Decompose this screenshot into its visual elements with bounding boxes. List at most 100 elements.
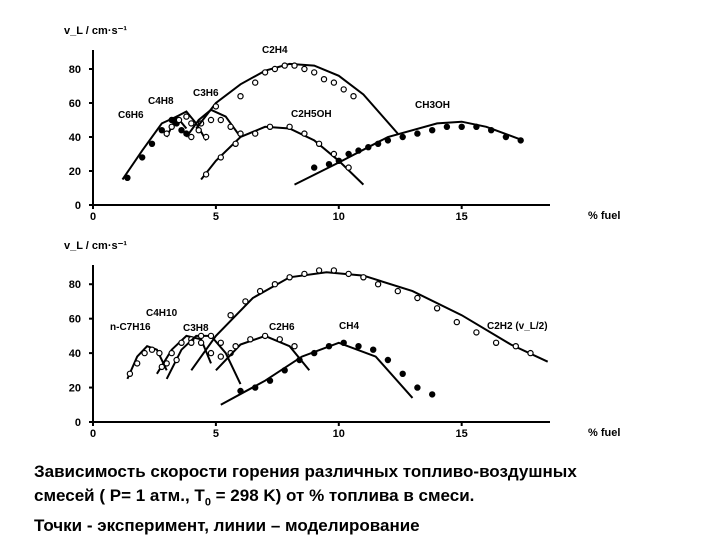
- data-point: [488, 126, 495, 134]
- data-point: [311, 349, 318, 357]
- data-point: [384, 137, 392, 144]
- series-label: C2H5OH: [291, 109, 332, 120]
- data-point: [178, 126, 185, 134]
- data-point: [330, 79, 338, 86]
- data-point: [325, 160, 333, 168]
- data-point: [124, 174, 131, 181]
- figure-caption: Зависимость скорости горения различных т…: [34, 460, 714, 538]
- caption-line-2-part-a: смесей ( P= 1 атм., T: [34, 486, 205, 505]
- series-label: CH4: [339, 321, 359, 332]
- data-point: [301, 65, 308, 73]
- data-point: [360, 274, 367, 281]
- data-point: [237, 92, 244, 100]
- series-label: C2H6: [269, 322, 295, 333]
- data-point: [384, 356, 392, 364]
- data-point: [227, 312, 234, 319]
- data-point: [320, 75, 328, 83]
- data-point: [345, 270, 352, 278]
- series-label: C4H8: [148, 96, 174, 107]
- series-label: C2H4: [262, 45, 288, 56]
- x-tick-label: 15: [456, 428, 468, 440]
- data-point: [188, 133, 195, 141]
- series-label: n-C7H16: [110, 322, 151, 333]
- caption-line-1: Зависимость скорости горения различных т…: [34, 462, 577, 481]
- data-point: [256, 287, 264, 295]
- y-axis-label: v_L / cm·s⁻¹: [64, 240, 127, 252]
- data-point: [355, 343, 362, 350]
- caption-line-3: Точки - эксперимент, линии – моделирован…: [34, 516, 420, 536]
- y-tick-label: 20: [69, 383, 81, 395]
- data-point: [133, 360, 141, 367]
- x-tick-label: 10: [333, 428, 345, 440]
- data-point: [217, 116, 224, 124]
- data-point: [345, 150, 352, 158]
- data-point: [148, 140, 156, 147]
- data-point: [217, 353, 224, 360]
- data-point: [212, 103, 220, 110]
- data-point: [126, 370, 134, 377]
- series-line-nc7h16: [126, 345, 168, 380]
- data-point: [374, 140, 382, 147]
- series-label: C4H10: [146, 308, 178, 319]
- data-point: [340, 86, 347, 93]
- data-point: [399, 133, 406, 141]
- data-point: [394, 287, 401, 295]
- data-point: [197, 332, 205, 340]
- data-point: [355, 147, 362, 154]
- data-point: [237, 387, 244, 395]
- data-point: [286, 123, 293, 131]
- y-tick-label: 40: [69, 348, 81, 360]
- data-point: [217, 339, 224, 346]
- data-point: [443, 123, 451, 131]
- x-tick-label: 10: [333, 211, 345, 223]
- data-point: [492, 339, 500, 346]
- data-point: [207, 116, 215, 124]
- data-point: [251, 79, 259, 86]
- data-point: [173, 356, 180, 364]
- x-tick-label: 5: [213, 428, 219, 440]
- data-point: [345, 164, 352, 171]
- data-point: [247, 336, 254, 343]
- data-point: [158, 126, 165, 134]
- data-point: [183, 113, 190, 120]
- data-point: [399, 370, 406, 377]
- data-point: [502, 133, 510, 141]
- data-point: [429, 391, 436, 398]
- y-tick-label: 60: [69, 314, 81, 326]
- data-point: [175, 116, 183, 124]
- data-point: [433, 305, 441, 312]
- series-line-c2h2vl2: [190, 271, 549, 371]
- data-point: [266, 123, 274, 131]
- data-point: [158, 363, 165, 371]
- x-tick-label: 0: [90, 428, 96, 440]
- series-line-c4h10: [156, 334, 212, 375]
- series-label: CH3OH: [415, 100, 450, 111]
- caption-line-2-part-b: = 298 K) от % топлива в смеси.: [210, 486, 475, 505]
- data-point: [163, 130, 170, 137]
- data-point: [473, 329, 480, 336]
- data-point: [178, 339, 185, 346]
- data-point: [195, 126, 202, 134]
- data-point: [281, 367, 288, 374]
- data-point: [232, 343, 239, 350]
- data-point: [330, 150, 338, 158]
- data-point: [148, 346, 156, 353]
- data-point: [301, 270, 308, 278]
- data-point: [266, 377, 274, 384]
- y-tick-label: 0: [75, 417, 81, 429]
- data-point: [429, 126, 436, 134]
- data-point: [311, 164, 318, 171]
- y-tick-label: 40: [69, 132, 81, 144]
- data-point: [242, 298, 249, 305]
- x-axis-label: % fuel: [588, 427, 620, 439]
- data-point: [365, 143, 372, 151]
- data-point: [261, 332, 269, 340]
- series-line-c2h4: [195, 62, 399, 135]
- data-point: [414, 384, 421, 391]
- x-tick-label: 0: [90, 211, 96, 223]
- x-tick-label: 15: [456, 211, 468, 223]
- data-point: [517, 137, 524, 144]
- data-point: [197, 339, 205, 346]
- data-point: [207, 332, 215, 340]
- y-tick-label: 60: [69, 98, 81, 110]
